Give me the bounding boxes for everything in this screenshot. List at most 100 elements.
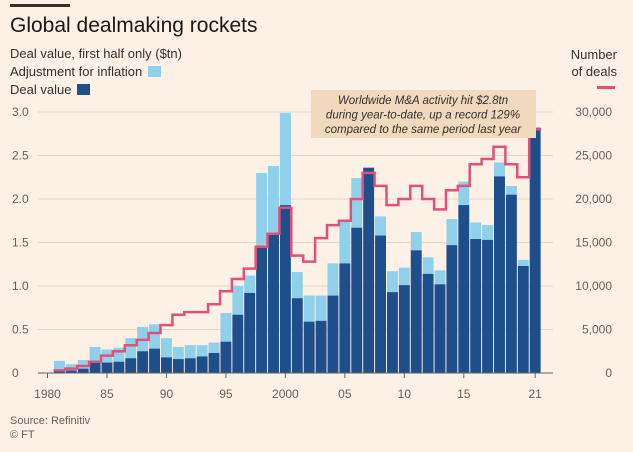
bar-inflation — [149, 324, 161, 349]
bar-inflation — [113, 347, 125, 362]
bar-inflation — [291, 272, 303, 299]
bar-deal-value — [160, 357, 172, 373]
bar-deal-value — [149, 348, 161, 373]
y2-tick-label: 20,000 — [575, 192, 612, 206]
bar-deal-value — [410, 250, 422, 373]
legend-swatch-inflation — [148, 66, 162, 77]
bar-inflation — [327, 263, 339, 296]
bar-inflation — [494, 162, 505, 177]
bar-inflation — [196, 345, 208, 357]
bar-inflation — [268, 165, 279, 234]
bar-inflation — [446, 219, 458, 246]
x-tick-label: 21 — [528, 387, 542, 401]
bar-deal-value — [268, 233, 279, 373]
y-tick-label: 0.5 — [12, 323, 29, 337]
bar-deal-value — [386, 292, 398, 373]
legend-item-value: Deal value — [10, 82, 91, 97]
bar-deal-value — [208, 352, 220, 373]
x-tick-label: 10 — [398, 387, 412, 401]
bar-deal-value — [446, 245, 458, 373]
bar-deal-value — [422, 273, 434, 373]
bar-deal-value — [291, 298, 303, 373]
y-tick-label: 2.0 — [12, 192, 29, 206]
bar-deal-value — [196, 356, 208, 373]
bar-inflation — [220, 312, 232, 342]
annotation-text: during year-to-date, up a record 129% — [326, 110, 520, 122]
bar-deal-value — [184, 358, 196, 373]
y2-tick-label: 0 — [605, 366, 612, 380]
x-tick-label: 2000 — [272, 387, 299, 401]
y-tick-label: 1.5 — [12, 236, 29, 250]
right-axis-title: Number of deals — [571, 46, 617, 80]
legend-swatch-value — [77, 84, 91, 95]
bar-inflation — [65, 364, 77, 371]
bar-inflation — [244, 275, 256, 293]
annotation-text: compared to the same period last year — [325, 124, 522, 136]
bar-deal-value — [77, 368, 89, 373]
bar-inflation — [279, 112, 291, 206]
x-tick-label: 1980 — [34, 387, 61, 401]
bar-deal-value — [505, 194, 517, 373]
bar-deal-value — [256, 247, 268, 373]
bar-inflation — [351, 178, 363, 228]
bar-deal-value — [375, 235, 387, 373]
legend-label-inflation: Adjustment for inflation — [10, 64, 143, 79]
bar-deal-value — [363, 167, 375, 373]
x-tick-label: 90 — [160, 387, 174, 401]
bar-inflation — [125, 338, 137, 359]
x-tick-label: 95 — [219, 387, 233, 401]
bar-deal-value — [172, 359, 184, 373]
bar-inflation — [517, 259, 529, 266]
bar-deal-value — [53, 370, 65, 373]
left-axis-title: Deal value, first half only ($tn) — [10, 46, 182, 61]
bar-deal-value — [482, 239, 494, 373]
bar-inflation — [315, 295, 327, 321]
y-tick-label: 3.0 — [12, 105, 29, 119]
legend-label-value: Deal value — [10, 82, 72, 97]
y2-tick-label: 15,000 — [575, 236, 612, 250]
bar-inflation — [172, 346, 184, 360]
annotation: Worldwide M&A activity hit $2.8tn during … — [311, 90, 536, 138]
bar-inflation — [53, 360, 65, 371]
bar-inflation — [470, 222, 482, 240]
bar-inflation — [386, 271, 398, 293]
right-axis-title-line2: of deals — [571, 64, 617, 79]
bar-inflation — [434, 270, 446, 285]
bar-inflation — [184, 345, 196, 359]
bar-deal-value — [458, 205, 470, 373]
bar-inflation — [77, 359, 89, 369]
y2-tick-label: 5,000 — [582, 323, 612, 337]
bar-deal-value — [434, 284, 446, 373]
y2-tick-label: 30,000 — [575, 105, 612, 119]
bar-deal-value — [339, 263, 351, 373]
bar-deal-value — [327, 295, 339, 373]
bar-deal-value — [125, 358, 137, 373]
y-tick-label: 2.5 — [12, 149, 29, 163]
x-tick-label: 85 — [100, 387, 114, 401]
bar-deal-value — [101, 362, 113, 373]
bar-inflation — [160, 338, 172, 358]
bar-deal-value — [113, 361, 125, 373]
ft-top-rule — [10, 4, 70, 7]
bar-deal-value — [89, 362, 101, 373]
bar-deal-value — [529, 127, 541, 373]
bar-inflation — [208, 342, 220, 353]
bar-inflation — [422, 257, 434, 274]
bar-deal-value — [398, 285, 410, 373]
bar-inflation — [303, 295, 315, 322]
bar-deal-value — [232, 314, 244, 373]
bar-inflation — [482, 225, 494, 240]
bar-inflation — [256, 172, 268, 248]
bar-deal-value — [220, 341, 232, 373]
bar-deal-value — [244, 292, 256, 373]
right-axis-title-line1: Number — [570, 47, 617, 62]
y2-tick-label: 10,000 — [575, 279, 612, 293]
source-note: Source: Refinitiv © FT — [10, 414, 90, 442]
bar-deal-value — [137, 351, 149, 373]
source-text: Source: Refinitiv — [10, 415, 91, 427]
line-number-of-deals — [53, 128, 542, 372]
annotation-text: Worldwide M&A activity hit $2.8tn — [338, 95, 508, 107]
y2-tick-label: 25,000 — [575, 149, 612, 163]
